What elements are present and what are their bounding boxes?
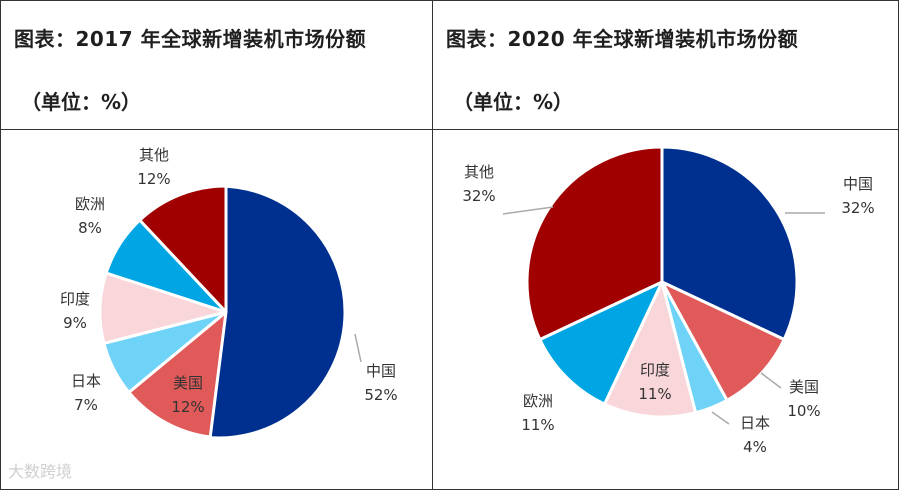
slice-value-india: 11% [638,385,671,403]
leader-line-other [502,206,554,215]
pie-slice-india [603,280,698,419]
slice-label-usa: 美国 [789,378,819,396]
slice-label-europe: 欧洲 [523,392,553,410]
chart-header-2017: 图表：2017 年全球新增装机市场份额 （单位：%） [1,1,432,130]
watermark-text: 大数跨境 [8,462,73,481]
chart-panel-2020: 图表：2020 年全球新增装机市场份额 （单位：%） 中国 32% 美国 10% 日本 4… [432,0,899,490]
slice-label-china: 中国 [843,175,873,193]
slice-value-europe: 11% [521,416,554,434]
slice-value-europe: 8% [78,219,102,237]
slice-value-other: 12% [137,170,170,188]
chart-unit-2017: （单位：%） [21,90,142,114]
leader-line-japan [711,411,730,425]
pie-slice-europe [538,280,664,406]
pie-slice-china [201,184,347,440]
slice-value-usa: 12% [171,398,204,416]
chart-header-2020: 图表：2020 年全球新增装机市场份额 （单位：%） [433,1,898,130]
slice-label-usa: 美国 [173,374,203,392]
slice-label-other: 其他 [464,163,494,181]
slice-label-japan: 日本 [740,414,770,432]
slice-value-japan: 4% [743,438,767,456]
slice-label-china: 中国 [366,362,396,380]
slice-label-other: 其他 [139,146,169,164]
pie-chart-2020: 中国 32% 美国 10% 日本 4% 印度 11% 欧洲 11% 其他 32% [462,145,875,456]
slice-value-china: 32% [841,199,874,217]
pie-slice-china [660,145,799,341]
slice-label-india: 印度 [60,290,90,308]
chart-title-2020: 图表：2020 年全球新增装机市场份额 [446,27,799,51]
slice-value-usa: 10% [787,402,820,420]
slice-value-japan: 7% [74,396,98,414]
leader-line-china [354,333,362,363]
pie-slice-other [138,184,228,314]
slice-label-japan: 日本 [71,372,101,390]
pie-slice-usa [127,310,228,439]
leader-line-usa [760,372,782,389]
slice-label-india: 印度 [640,361,670,379]
slice-label-europe: 欧洲 [75,195,105,213]
chart-panel-2017: 图表：2017 年全球新增装机市场份额 （单位：%） 中国 52% 美国 12% 日本 7… [0,0,433,490]
pie-chart-2017: 中国 52% 美国 12% 日本 7% 印度 9% 欧洲 8% 其他 12% [60,146,398,440]
slice-value-india: 9% [63,314,87,332]
pie-slice-other [525,145,664,341]
chart-unit-2020: （单位：%） [453,90,574,114]
pie-slice-usa [660,280,786,402]
chart-title-2017: 图表：2017 年全球新增装机市场份额 [14,27,367,51]
slice-value-other: 32% [462,187,495,205]
slice-value-china: 52% [364,386,397,404]
